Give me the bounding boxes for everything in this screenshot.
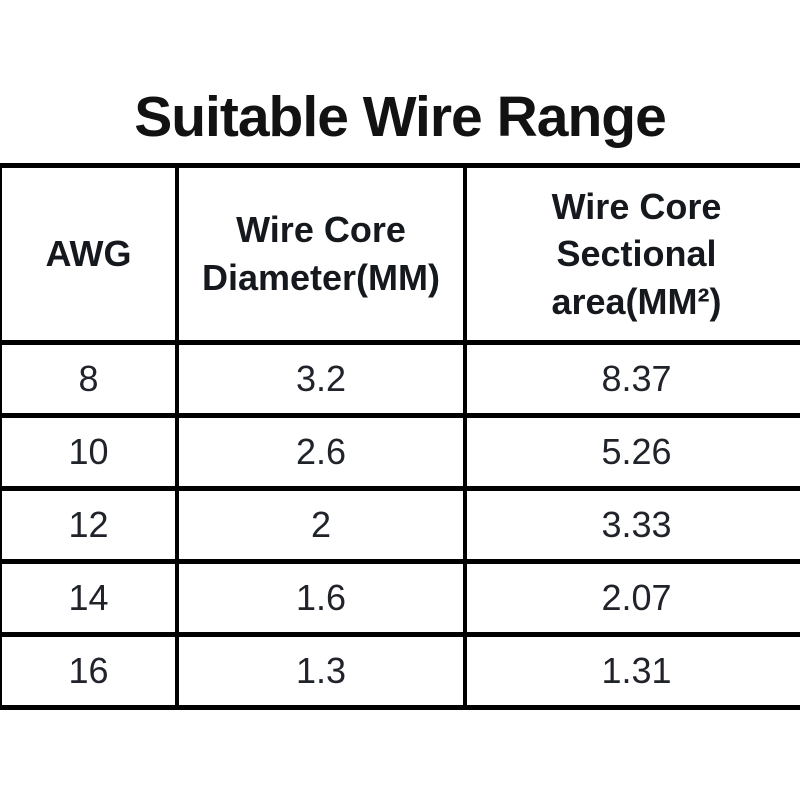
cell-diameter: 1.6 [175, 559, 467, 637]
cell-awg: 16 [0, 632, 179, 710]
cell-sectional-area: 2.07 [463, 559, 800, 637]
header-line: Diameter(MM) [201, 257, 441, 298]
table-row: 8 3.2 8.37 [0, 340, 800, 418]
cell-sectional-area: 1.31 [463, 632, 800, 710]
header-cell-sectional-area: Wire Core Sectional area(MM²) [463, 163, 800, 345]
cell-diameter: 2 [175, 486, 467, 564]
wire-range-table: AWG Wire Core Diameter(MM) Wire Core Sec… [0, 163, 800, 710]
cell-diameter: 3.2 [175, 340, 467, 418]
cell-sectional-area: 3.33 [463, 486, 800, 564]
header-line: Sectional [556, 233, 717, 275]
page-title: Suitable Wire Range [134, 85, 667, 149]
table-row: 16 1.3 1.31 [0, 632, 800, 710]
cell-awg: 8 [0, 340, 179, 418]
header-line: Wire Core [236, 209, 406, 251]
table-row: 12 2 3.33 [0, 486, 800, 564]
header-line: AWG [45, 233, 132, 275]
cell-sectional-area: 5.26 [463, 413, 800, 491]
header-line: Wire Core [551, 185, 722, 227]
cell-awg: 10 [0, 413, 179, 491]
cell-awg: 14 [0, 559, 179, 637]
table-row: 10 2.6 5.26 [0, 413, 800, 491]
cell-diameter: 2.6 [175, 413, 467, 491]
header-cell-awg: AWG [0, 163, 179, 345]
header-row: AWG Wire Core Diameter(MM) Wire Core Sec… [0, 163, 800, 345]
cell-sectional-area: 8.37 [463, 340, 800, 418]
header-line: area(MM²) [551, 280, 722, 322]
cell-awg: 12 [0, 486, 179, 564]
cell-diameter: 1.3 [175, 632, 467, 710]
header-cell-diameter: Wire Core Diameter(MM) [175, 163, 467, 345]
table-row: 14 1.6 2.07 [0, 559, 800, 637]
